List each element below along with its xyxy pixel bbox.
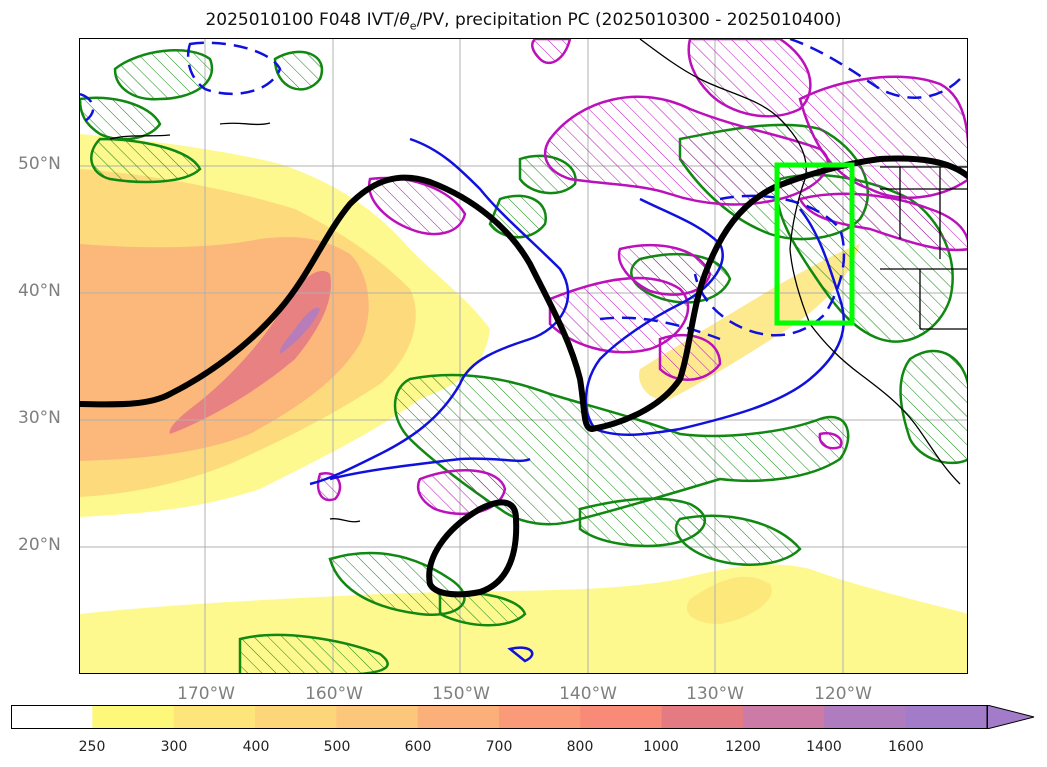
colorbar-swatch (173, 705, 256, 729)
colorbar-tick: 500 (323, 739, 351, 755)
colorbar-swatch (905, 705, 988, 729)
colorbar-swatch (580, 705, 663, 729)
target-region-box (774, 162, 855, 326)
lon-label-160w: 160°W (305, 684, 363, 704)
colorbar-tick: 800 (566, 739, 594, 755)
lon-label-170w: 170°W (177, 684, 235, 704)
lat-label-40n: 40°N (18, 281, 61, 301)
lat-label-20n: 20°N (18, 535, 61, 555)
colorbar-swatch (824, 705, 907, 729)
map-panel (79, 38, 968, 674)
colorbar-tick: 1000 (643, 739, 679, 755)
pv-contours (316, 39, 967, 516)
lat-label-50n: 50°N (18, 154, 61, 174)
colorbar-swatch (417, 705, 500, 729)
colorbar-tick: 1400 (806, 739, 842, 755)
colorbar-tick: 700 (485, 739, 513, 755)
colorbar-swatch (92, 705, 175, 729)
lon-label-140w: 140°W (559, 684, 617, 704)
colorbar-tick: 600 (404, 739, 432, 755)
colorbar-swatches (11, 705, 988, 729)
colorbar-swatch (255, 705, 337, 729)
lon-label-120w: 120°W (814, 684, 872, 704)
colorbar-swatch (499, 705, 581, 729)
colorbar (11, 705, 1035, 729)
colorbar-swatch (743, 705, 825, 729)
colorbar-tick: 1600 (888, 739, 924, 755)
coastline (109, 39, 967, 523)
lat-label-30n: 30°N (18, 408, 61, 428)
lon-label-130w: 130°W (686, 684, 744, 704)
map-canvas (80, 39, 967, 673)
colorbar-tick: 250 (78, 739, 106, 755)
colorbar-swatch (336, 705, 419, 729)
colorbar-swatch (661, 705, 744, 729)
lon-label-150w: 150°W (432, 684, 490, 704)
map-title: 2025010100 F048 IVT/θe/PV, precipitation… (205, 10, 842, 33)
colorbar-tick: 400 (242, 739, 270, 755)
theta-e-contours (80, 39, 961, 663)
colorbar-tick: 1200 (725, 739, 761, 755)
colorbar-extend-arrow (986, 705, 1035, 729)
colorbar-tick: 300 (160, 739, 188, 755)
colorbar-swatch (11, 705, 93, 729)
colorbar-outline (11, 705, 988, 729)
